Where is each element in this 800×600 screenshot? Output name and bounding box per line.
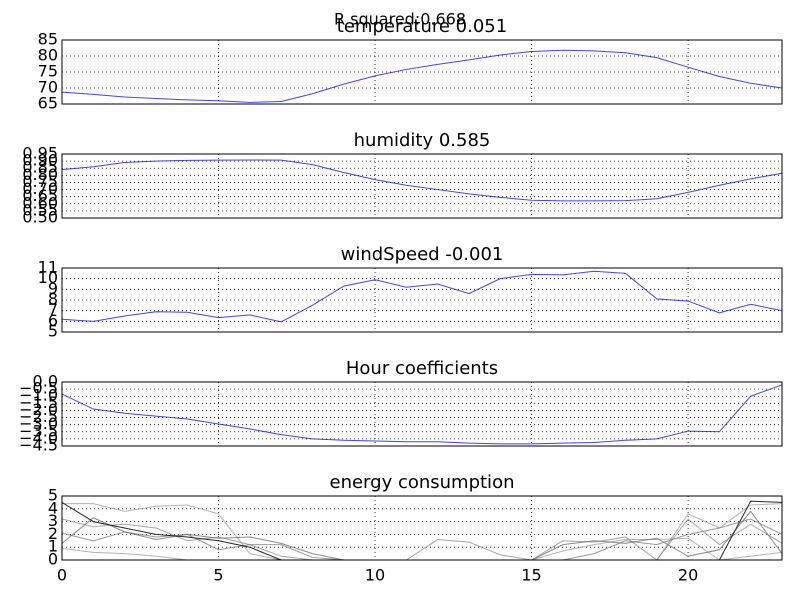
y-tick-label: 0.80 xyxy=(22,165,58,184)
y-tick-label: 5 xyxy=(48,486,58,505)
y-tick-label: −4.5 xyxy=(19,436,58,455)
y-tick-label: 5 xyxy=(48,322,58,341)
y-tick-label: −0.5 xyxy=(19,379,58,398)
y-tick-label: 1 xyxy=(48,537,58,556)
y-tick-label: 0.90 xyxy=(22,151,58,170)
subplot-title: Hour coefficients xyxy=(346,358,498,379)
plot-frame xyxy=(61,495,783,561)
y-tick-label: 0.0 xyxy=(33,372,58,391)
x-tick-label: 15 xyxy=(521,566,541,585)
y-tick-label: −4.0 xyxy=(19,428,58,447)
y-tick-label: 0.55 xyxy=(22,200,58,219)
x-tick-label: 5 xyxy=(213,566,223,585)
y-tick-label: −3.0 xyxy=(19,414,58,433)
y-tick-label: −2.0 xyxy=(19,400,58,419)
subplot-title: energy consumption xyxy=(330,472,515,493)
x-tick-label: 10 xyxy=(365,566,385,585)
figure-title: R squared:0.668 xyxy=(334,10,466,29)
y-tick-label: 0.60 xyxy=(22,193,58,212)
y-tick-label: 65 xyxy=(38,94,58,113)
y-tick-label: 75 xyxy=(38,62,58,81)
plot-frame xyxy=(61,153,783,219)
y-tick-label: 0.75 xyxy=(22,172,58,191)
y-tick-label: −1.0 xyxy=(19,386,58,405)
data-line xyxy=(61,159,783,202)
x-tick-label: 20 xyxy=(678,566,698,585)
data-line xyxy=(61,384,783,445)
y-tick-label: −1.5 xyxy=(19,393,58,412)
subplot-title: humidity 0.585 xyxy=(354,130,491,151)
plot-frame xyxy=(61,267,783,333)
y-tick-label: 3 xyxy=(48,511,58,530)
y-tick-label: 0.65 xyxy=(22,186,58,205)
plot-frame xyxy=(61,39,783,105)
subplot-title: temperature 0.051 xyxy=(337,16,507,37)
y-tick-label: 7 xyxy=(48,300,58,319)
y-tick-label: 2 xyxy=(48,524,58,543)
y-tick-label: 8 xyxy=(48,290,58,309)
y-tick-label: 85 xyxy=(38,30,58,49)
y-tick-label: 10 xyxy=(38,268,58,287)
data-line xyxy=(61,49,783,103)
y-tick-label: 11 xyxy=(38,258,58,277)
y-tick-label: 0 xyxy=(48,550,58,569)
data-line xyxy=(61,270,783,323)
x-tick-label: 0 xyxy=(57,566,67,585)
subplot-title: windSpeed -0.001 xyxy=(341,244,504,265)
y-tick-label: 9 xyxy=(48,279,58,298)
y-tick-label: 4 xyxy=(48,498,58,517)
y-tick-label: 70 xyxy=(38,78,58,97)
y-tick-label: 0.70 xyxy=(22,179,58,198)
data-line xyxy=(61,518,783,561)
plot-frame xyxy=(61,381,783,447)
y-tick-label: −3.5 xyxy=(19,421,58,440)
y-tick-label: 0.95 xyxy=(22,144,58,163)
y-tick-label: −2.5 xyxy=(19,407,58,426)
y-tick-label: 0.85 xyxy=(22,158,58,177)
y-tick-label: 0.50 xyxy=(22,208,58,227)
y-tick-label: 6 xyxy=(48,311,58,330)
y-tick-label: 80 xyxy=(38,46,58,65)
